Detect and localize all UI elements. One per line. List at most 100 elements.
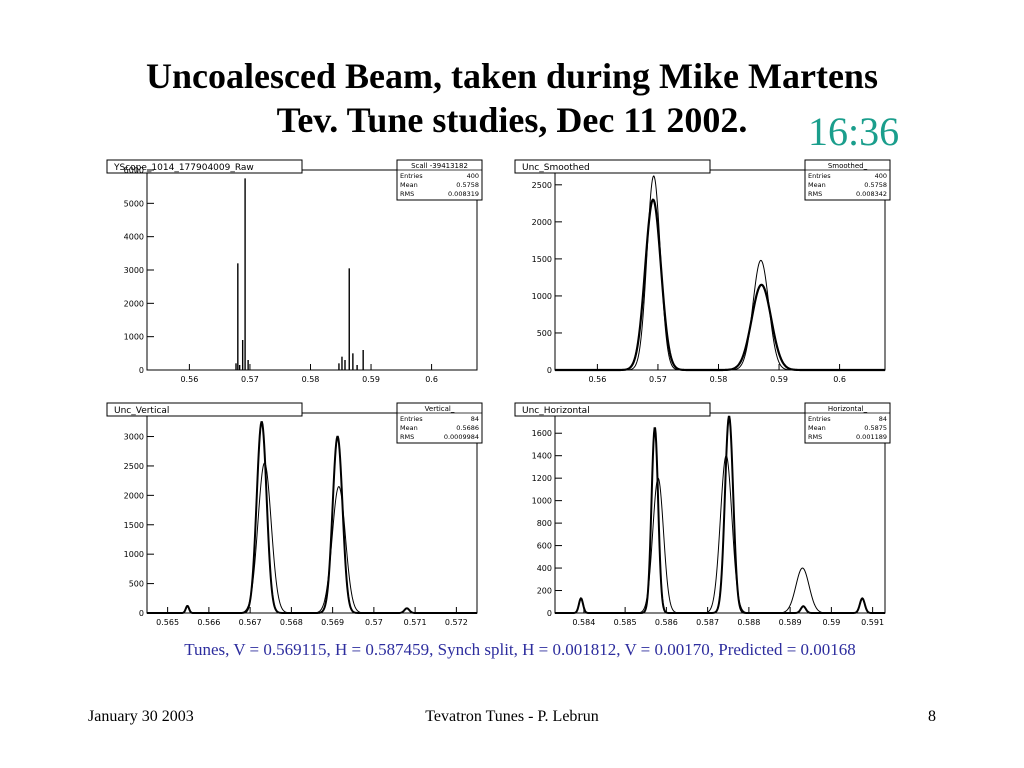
x-tick-label: 0.59 [822, 618, 840, 627]
x-tick-label: 0.589 [779, 618, 802, 627]
x-tick-label: 0.572 [445, 618, 468, 627]
y-tick-label: 0 [547, 366, 552, 375]
x-tick-label: 0.6 [833, 375, 846, 384]
stats-label-rms: RMS [400, 190, 414, 198]
x-tick-label: 0.6 [425, 375, 438, 384]
series-curve-1 [555, 175, 885, 371]
stats-label-entries: Entries [808, 415, 831, 423]
stats-value-rms: 0.001189 [856, 433, 887, 441]
stats-value-entries: 400 [467, 172, 479, 180]
stats-box-frame [396, 402, 483, 444]
x-tick-label: 0.591 [861, 618, 884, 627]
y-tick-label: 800 [537, 519, 552, 528]
x-tick-label: 0.57 [649, 375, 667, 384]
slide-title-line-1: Uncoalesced Beam, taken during Mike Mart… [146, 56, 878, 96]
stats-box-frame [804, 159, 891, 201]
y-tick-label: 5000 [124, 199, 144, 208]
x-tick-label: 0.585 [614, 618, 637, 627]
y-tick-label: 1000 [124, 333, 144, 342]
slide-title-line-2: Tev. Tune studies, Dec 11 2002. [276, 100, 748, 140]
time-stamp: 16:36 [808, 109, 900, 154]
y-tick-label: 500 [537, 329, 552, 338]
x-tick-label: 0.569 [321, 618, 344, 627]
x-tick-label: 0.571 [404, 618, 427, 627]
y-tick-label: 1400 [532, 452, 552, 461]
chart-title-box: Unc_Smoothed [514, 159, 711, 174]
x-tick-label: 0.586 [655, 618, 678, 627]
chart-title-box: Unc_Vertical [106, 402, 303, 417]
x-tick-label: 0.565 [156, 618, 179, 627]
chart-title: YScope_1014_177904009_Raw [113, 163, 254, 173]
plot-frame [554, 169, 886, 371]
chart-title: Unc_Smoothed [522, 163, 590, 173]
stats-label-rms: RMS [808, 190, 822, 198]
stats-value-mean: 0.5758 [864, 181, 887, 189]
chart-panel-vertical: Unc_Vertical Vertical_ Entries 84 Mean 0.5686… [92, 398, 492, 638]
footer-title: Tevatron Tunes - P. Lebrun [425, 708, 599, 725]
y-tick-label: 4000 [124, 233, 144, 242]
stats-value-rms: 0.0009984 [444, 433, 479, 441]
chart-title-frame [106, 159, 303, 174]
stats-name: Smoothed_ [828, 162, 868, 170]
x-tick-label: 0.56 [588, 375, 606, 384]
y-tick-label: 2000 [124, 299, 144, 308]
stats-name: Horizontal_ [828, 405, 868, 413]
stats-box: Scall -39413182 Entries 400 Mean 0.5758 RMS 0.… [396, 159, 483, 201]
stats-value-mean: 0.5686 [456, 424, 479, 432]
y-tick-label: 3000 [124, 266, 144, 275]
stats-value-rms: 0.008342 [856, 190, 887, 198]
slide-title: Uncoalesced Beam, taken during Mike Mart… [0, 54, 1024, 142]
x-tick-label: 0.57 [241, 375, 259, 384]
stats-label-mean: Mean [400, 424, 418, 432]
stats-name: Scall -39413182 [411, 162, 468, 170]
x-tick-label: 0.59 [770, 375, 788, 384]
x-tick-label: 0.584 [572, 618, 595, 627]
y-tick-label: 1000 [532, 292, 552, 301]
y-tick-label: 1200 [532, 474, 552, 483]
y-tick-label: 6000 [124, 166, 144, 175]
y-tick-label: 2000 [532, 218, 552, 227]
stats-value-entries: 400 [875, 172, 887, 180]
y-tick-label: 0 [139, 609, 144, 618]
stats-label-entries: Entries [808, 172, 831, 180]
x-tick-label: 0.567 [239, 618, 262, 627]
series-curve-1 [147, 462, 477, 614]
x-tick-label: 0.568 [280, 618, 303, 627]
y-tick-label: 200 [537, 587, 552, 596]
chart-panel-horizontal: Unc_Horizontal Horizontal_ Entries 84 Mean 0.… [500, 398, 900, 638]
chart-panel-raw: YScope_1014_177904009_Raw Scall -39413182… [92, 155, 492, 395]
x-tick-label: 0.588 [737, 618, 760, 627]
chart-vertical: Unc_Vertical Vertical_Entries 84 Mean 0.5686… [106, 402, 483, 627]
chart-raw: YScope_1014_177904009_Raw Scall -39413182… [106, 159, 483, 384]
stats-label-rms: RMS [400, 433, 414, 441]
y-tick-label: 1000 [124, 550, 144, 559]
chart-title: Unc_Vertical [114, 406, 169, 416]
stats-box-frame [804, 402, 891, 444]
stats-label-rms: RMS [808, 433, 822, 441]
x-tick-label: 0.58 [710, 375, 728, 384]
x-tick-label: 0.57 [365, 618, 383, 627]
chart-title-box: YScope_1014_177904009_Raw [106, 159, 303, 174]
chart-horizontal: Unc_Horizontal Horizontal_ Entries 84 Mean 0.… [514, 402, 891, 627]
stats-box: Horizontal_ Entries 84 Mean 0.5875 RMS 0.00118… [804, 402, 891, 444]
x-tick-label: 0.587 [696, 618, 719, 627]
stats-value-entries: 84 [471, 415, 479, 423]
stats-label-entries: Entries [400, 415, 423, 423]
stats-box: Vertical_Entries 84 Mean 0.5686 RMS 0.0009984 [396, 402, 483, 444]
y-tick-label: 3000 [124, 433, 144, 442]
chart-title-frame [514, 159, 711, 174]
y-tick-label: 500 [129, 580, 144, 589]
y-tick-label: 1600 [532, 429, 552, 438]
chart-title: Unc_Horizontal [522, 406, 590, 416]
tunes-caption: Tunes, V = 0.569115, H = 0.587459, Synch… [184, 640, 856, 659]
stats-name: Vertical_ [425, 405, 455, 413]
chart-panel-smoothed: Unc_Smoothed Smoothed_ Entries 400 Mean 0.575… [500, 155, 900, 395]
x-tick-label: 0.56 [180, 375, 198, 384]
series-curve-1 [555, 455, 885, 614]
footer-page-number: 8 [928, 708, 936, 725]
plot-frame [554, 412, 886, 614]
y-tick-label: 1500 [532, 255, 552, 264]
chart-title-frame [514, 402, 711, 417]
plot-frame [146, 412, 478, 614]
